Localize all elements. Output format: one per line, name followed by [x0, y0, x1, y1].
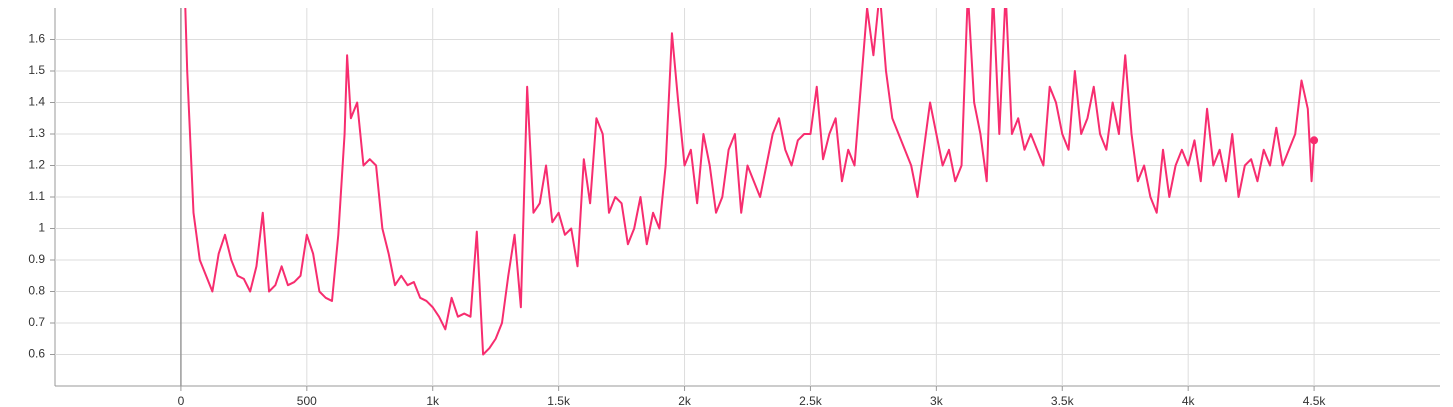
plot-area [184, 8, 1319, 356]
x-tick-label: 2.5k [799, 394, 823, 407]
y-tick-label: 1.6 [28, 32, 45, 46]
x-tick-label: 500 [297, 394, 317, 407]
y-tick-label: 1.2 [28, 158, 45, 172]
y-tick-label: 1.5 [28, 63, 45, 77]
x-tick-label: 3k [930, 394, 944, 407]
y-tick-label: 0.9 [28, 252, 45, 266]
y-tick-label: 0.6 [28, 347, 45, 361]
x-tick-label: 0 [178, 394, 185, 407]
y-tick-label: 1.4 [28, 95, 45, 109]
y-tick-label: 0.8 [28, 284, 45, 298]
x-tick-label: 3.5k [1051, 394, 1075, 407]
x-tick-label: 1k [426, 394, 440, 407]
x-tick-label: 1.5k [547, 394, 571, 407]
x-tick-label: 4.5k [1303, 394, 1327, 407]
y-tick-label: 0.7 [28, 315, 45, 329]
y-tick-label: 1 [38, 221, 45, 235]
x-tick-label: 2k [678, 394, 692, 407]
end-point [1310, 136, 1319, 145]
y-tick-label: 1.1 [28, 189, 45, 203]
x-tick-label: 4k [1182, 394, 1196, 407]
y-tick-label: 1.3 [28, 126, 45, 140]
line-series [184, 8, 1316, 356]
